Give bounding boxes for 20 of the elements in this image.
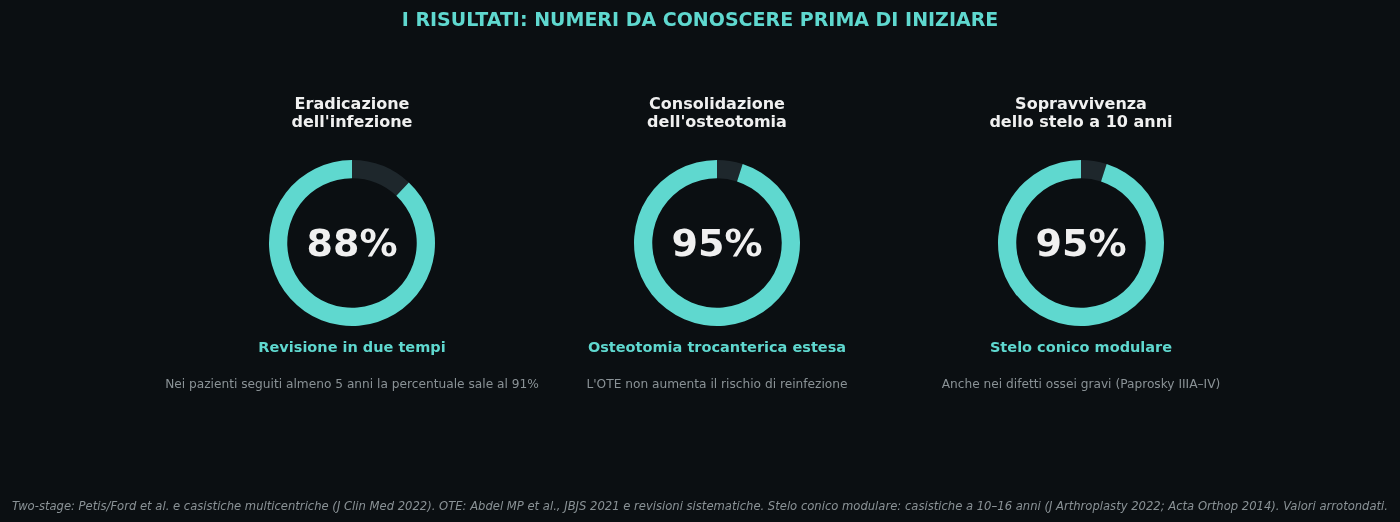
chart-title: Sopravvivenza dello stelo a 10 anni [989,94,1173,131]
text: L'OTE non aumenta il rischio di reinfezione [586,377,848,391]
donut-slice [717,160,743,182]
donut-slice [634,160,800,326]
text: Two-stage: Petis/Ford et al. e casistiche multicentriche (J Clin Med 2022). OTE: Abdel MP et al., JBJS 2021 e revisioni sistematiche. Stelo conico modulare: casistiche a 10–16 anni (J Arthroplasty 2022; Acta Orthop 2014). Valori arrotondati. [12,499,1390,513]
text: 95% [671,221,763,265]
chart-title: Consolidazione dell'osteotomia [647,94,787,131]
donut-slice [269,160,435,326]
text: 88% [306,221,398,265]
donut-slice [352,160,409,196]
chart-title: Eradicazione dell'infezione [291,94,413,131]
donut-slice [998,160,1164,326]
donut-slice [1081,160,1107,182]
text: Revisione in due tempi [258,339,446,355]
text: Anche nei difetti ossei gravi (Paprosky IIIA–IV) [941,377,1221,391]
text: Stelo conico modulare [989,339,1173,355]
text: Nei pazienti seguiti almeno 5 anni la percentuale sale al 91% [165,377,539,391]
text: Osteotomia trocanterica estesa [587,339,847,355]
text: 95% [1035,221,1127,265]
text: I RISULTATI: NUMERI DA CONOSCERE PRIMA DI INIZIARE [401,8,999,30]
